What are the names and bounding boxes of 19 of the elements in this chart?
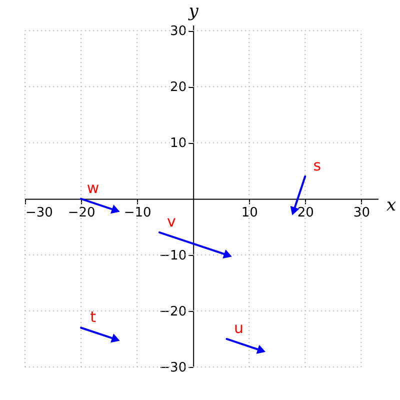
x-tick-label: −30 [26, 205, 53, 220]
y-tick-label: 20 [170, 80, 187, 96]
series-label: s [313, 156, 322, 174]
x-tick-label: 30 [353, 205, 370, 220]
y-tick-label: −20 [159, 304, 187, 320]
y-axis-title: y [188, 2, 199, 22]
series-label: w [86, 178, 100, 197]
series-label: v [167, 212, 176, 230]
y-tick-label: 30 [170, 24, 187, 40]
series-label: t [90, 308, 96, 326]
x-tick-label: 10 [241, 205, 258, 220]
y-tick-label: −10 [159, 248, 187, 264]
x-tick-label: −10 [124, 205, 152, 220]
x-tick-label: 20 [297, 205, 314, 220]
x-axis-title: x [386, 195, 396, 216]
x-tick-label: −20 [68, 205, 96, 220]
series-label: u [234, 318, 244, 337]
y-tick-label: 10 [170, 136, 187, 152]
y-tick-label: −30 [159, 360, 187, 376]
